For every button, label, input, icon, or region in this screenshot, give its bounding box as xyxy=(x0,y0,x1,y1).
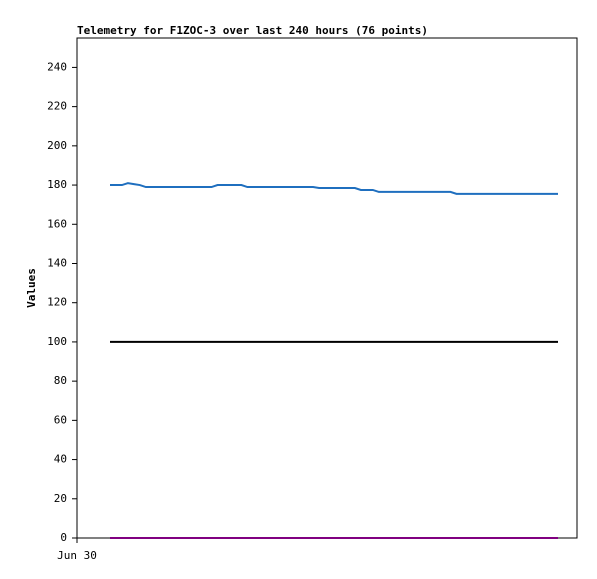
chart-title: Telemetry for F1ZOC-3 over last 240 hour… xyxy=(77,24,428,37)
y-tick-label: 180 xyxy=(47,178,67,191)
y-tick-label: 220 xyxy=(47,100,67,113)
y-tick-label: 80 xyxy=(54,374,67,387)
y-tick-label: 20 xyxy=(54,492,67,505)
series-line xyxy=(110,182,558,195)
y-tick-label: 60 xyxy=(54,413,67,426)
x-tick-label: Jun 30 xyxy=(57,549,97,562)
y-tick-label: 120 xyxy=(47,296,67,309)
y-tick-label: 100 xyxy=(47,335,67,348)
y-tick-label: 140 xyxy=(47,256,67,269)
plot-frame xyxy=(76,37,578,539)
y-tick-label: 160 xyxy=(47,217,67,230)
y-axis-label: Values xyxy=(25,268,38,308)
y-tick-label: 200 xyxy=(47,139,67,152)
y-tick-label: 40 xyxy=(54,453,67,466)
y-tick-label: 0 xyxy=(60,531,67,544)
y-tick-label: 240 xyxy=(47,60,67,73)
